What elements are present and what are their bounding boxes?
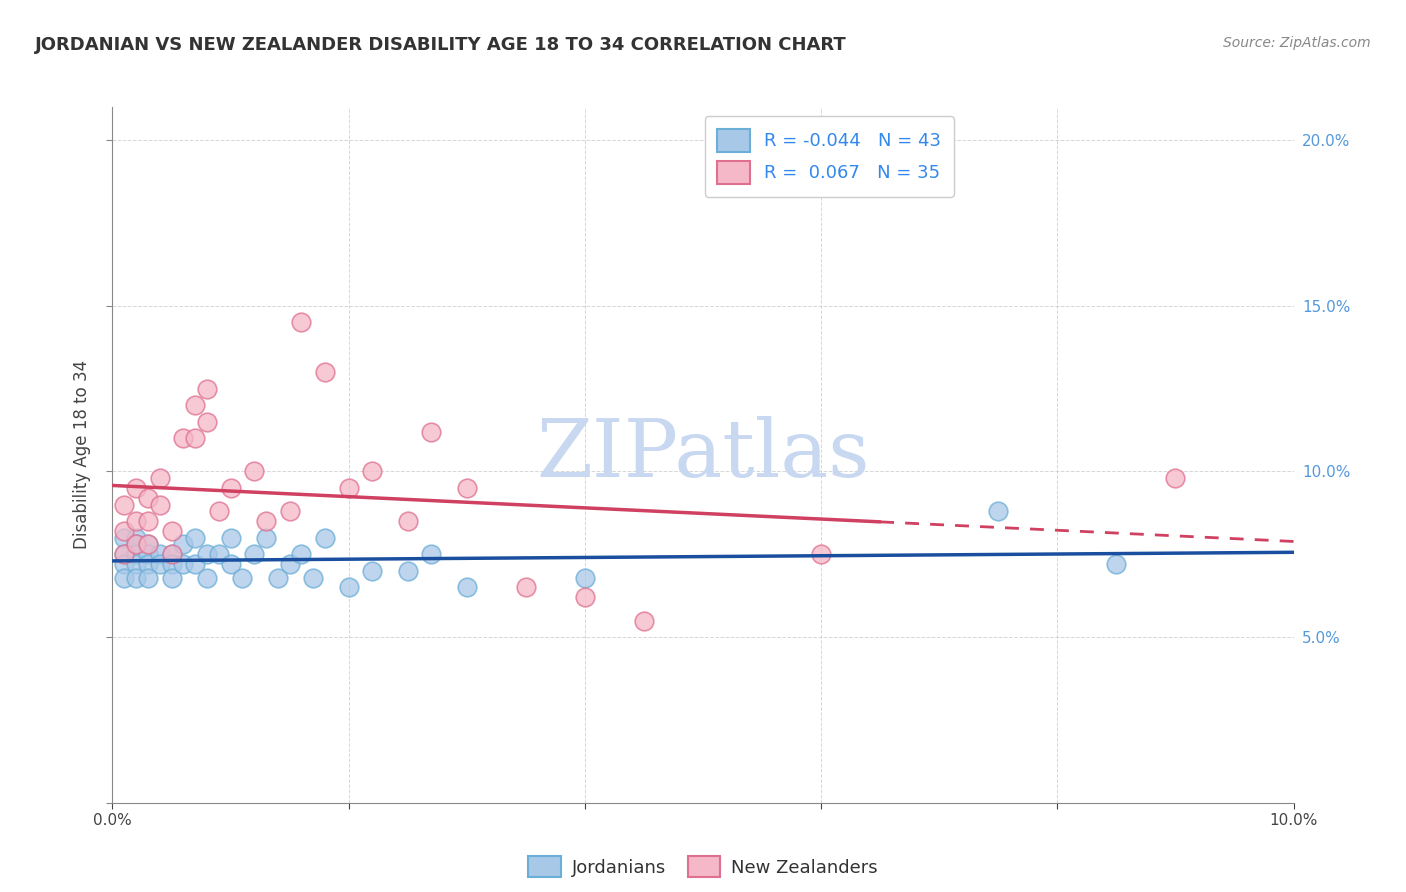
Point xyxy=(136,491,159,505)
Point xyxy=(149,498,172,512)
Point xyxy=(112,498,135,512)
Point xyxy=(136,537,159,551)
Point xyxy=(112,524,135,538)
Point xyxy=(574,570,596,584)
Point xyxy=(184,558,207,572)
Point xyxy=(420,425,443,439)
Point xyxy=(149,547,172,561)
Point xyxy=(515,581,537,595)
Point xyxy=(112,547,135,561)
Point xyxy=(136,570,159,584)
Point xyxy=(184,431,207,445)
Text: Source: ZipAtlas.com: Source: ZipAtlas.com xyxy=(1223,36,1371,50)
Point xyxy=(361,564,384,578)
Point xyxy=(278,558,301,572)
Point xyxy=(136,514,159,528)
Point xyxy=(810,547,832,561)
Text: JORDANIAN VS NEW ZEALANDER DISABILITY AGE 18 TO 34 CORRELATION CHART: JORDANIAN VS NEW ZEALANDER DISABILITY AG… xyxy=(35,36,846,54)
Point xyxy=(112,570,135,584)
Point xyxy=(125,537,148,551)
Point xyxy=(396,514,419,528)
Point xyxy=(160,547,183,561)
Point xyxy=(160,570,183,584)
Point xyxy=(208,547,231,561)
Point xyxy=(219,531,242,545)
Point xyxy=(231,570,253,584)
Point xyxy=(208,504,231,518)
Point xyxy=(987,504,1010,518)
Point xyxy=(184,531,207,545)
Point xyxy=(456,581,478,595)
Point xyxy=(302,570,325,584)
Point xyxy=(125,481,148,495)
Point xyxy=(125,531,148,545)
Point xyxy=(1164,471,1187,485)
Point xyxy=(420,547,443,561)
Point xyxy=(125,570,148,584)
Point xyxy=(125,537,148,551)
Point xyxy=(219,481,242,495)
Point xyxy=(125,547,148,561)
Point xyxy=(172,431,194,445)
Point xyxy=(125,514,148,528)
Point xyxy=(633,614,655,628)
Point xyxy=(160,558,183,572)
Point xyxy=(160,547,183,561)
Point xyxy=(136,547,159,561)
Point xyxy=(112,547,135,561)
Point xyxy=(195,382,218,396)
Point xyxy=(172,558,194,572)
Point xyxy=(314,365,336,379)
Point xyxy=(337,581,360,595)
Point xyxy=(112,531,135,545)
Point xyxy=(243,547,266,561)
Point xyxy=(149,558,172,572)
Point xyxy=(243,465,266,479)
Point xyxy=(361,465,384,479)
Point xyxy=(396,564,419,578)
Legend: Jordanians, New Zealanders: Jordanians, New Zealanders xyxy=(522,849,884,884)
Point xyxy=(125,558,148,572)
Point xyxy=(574,591,596,605)
Point xyxy=(112,558,135,572)
Point xyxy=(278,504,301,518)
Text: ZIPatlas: ZIPatlas xyxy=(536,416,870,494)
Point xyxy=(314,531,336,545)
Point xyxy=(195,415,218,429)
Point xyxy=(290,547,312,561)
Point xyxy=(1105,558,1128,572)
Point xyxy=(149,471,172,485)
Point xyxy=(184,398,207,412)
Point xyxy=(136,558,159,572)
Point xyxy=(219,558,242,572)
Point xyxy=(290,315,312,329)
Point xyxy=(195,547,218,561)
Point xyxy=(136,537,159,551)
Point xyxy=(267,570,290,584)
Y-axis label: Disability Age 18 to 34: Disability Age 18 to 34 xyxy=(73,360,91,549)
Point xyxy=(160,524,183,538)
Point xyxy=(254,531,277,545)
Point xyxy=(456,481,478,495)
Point xyxy=(254,514,277,528)
Point xyxy=(195,570,218,584)
Point xyxy=(172,537,194,551)
Point xyxy=(337,481,360,495)
